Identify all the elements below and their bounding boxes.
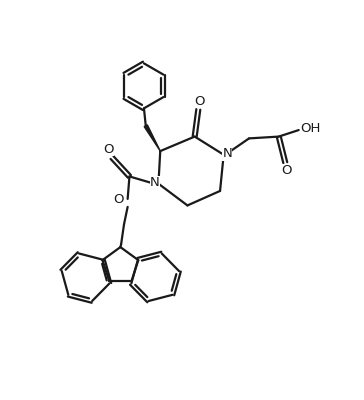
- Text: O: O: [194, 95, 204, 108]
- Text: N: N: [150, 176, 160, 190]
- Text: O: O: [113, 193, 124, 206]
- Text: OH: OH: [300, 122, 320, 135]
- Polygon shape: [144, 125, 160, 151]
- Text: O: O: [281, 164, 292, 177]
- Text: O: O: [103, 143, 114, 156]
- Text: N: N: [222, 148, 232, 160]
